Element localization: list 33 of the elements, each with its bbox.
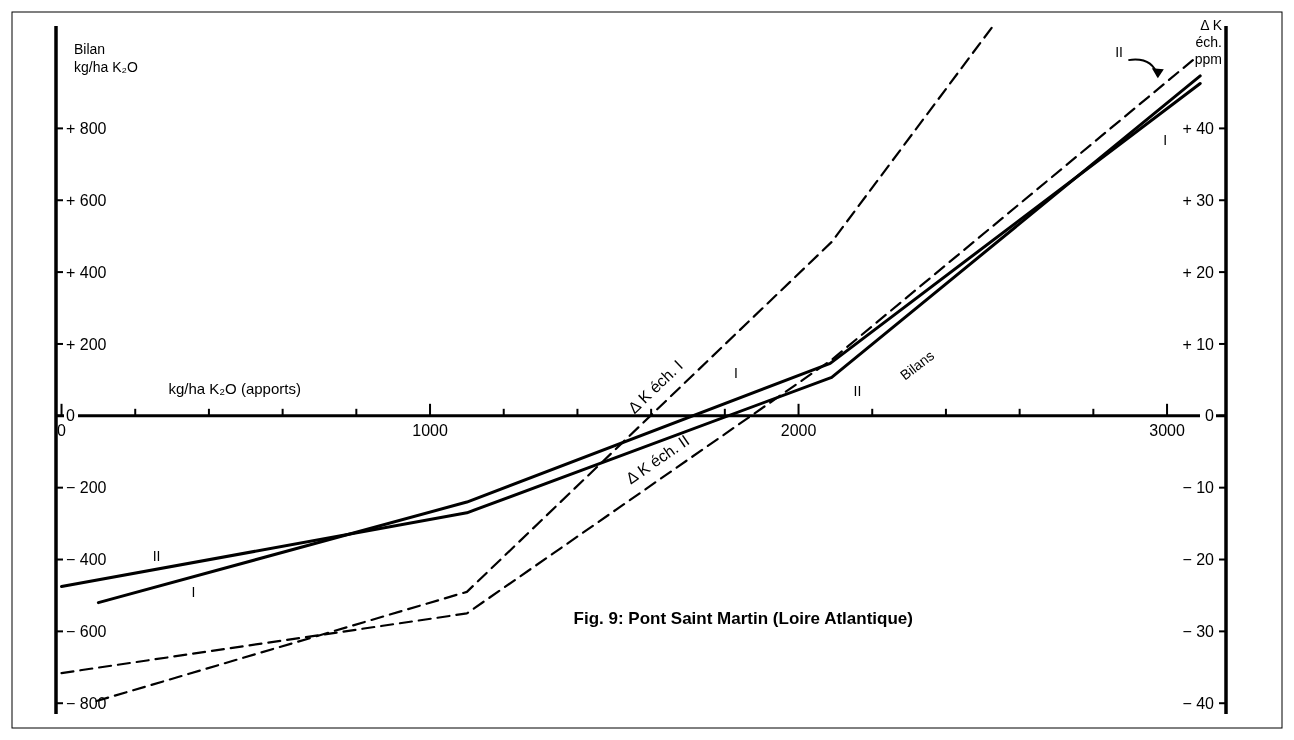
y-tick-label: + 600 bbox=[66, 191, 107, 209]
series-label: I bbox=[191, 583, 196, 600]
y-tick-label: − 600 bbox=[66, 622, 107, 640]
y-tick-label: + 200 bbox=[66, 335, 107, 353]
annotation: I bbox=[1163, 131, 1168, 148]
y2-tick-label: − 40 bbox=[1182, 694, 1215, 712]
y2-tick-label: − 10 bbox=[1182, 479, 1215, 497]
x-tick-label: 1000 bbox=[412, 421, 448, 439]
y-tick-label: + 800 bbox=[66, 119, 107, 137]
text: Fig. 9: Pont Saint Martin (Loire Atlantique) bbox=[573, 609, 913, 629]
y-tick-label: − 200 bbox=[66, 479, 107, 497]
y-tick-label: − 400 bbox=[66, 551, 107, 569]
y2-tick-label: 0 bbox=[1205, 407, 1215, 425]
y2-tick-label: + 10 bbox=[1182, 335, 1215, 353]
annotation: I bbox=[733, 365, 738, 382]
text: Δ K éch. I bbox=[624, 356, 687, 417]
y2-tick-label: − 20 bbox=[1182, 551, 1215, 569]
y-tick-label: + 400 bbox=[66, 263, 107, 281]
y2-axis-title: Δ K éch. ppm bbox=[1194, 17, 1223, 67]
y-tick-label: − 800 bbox=[66, 694, 107, 712]
x-tick-label: 3000 bbox=[1149, 421, 1185, 439]
y2-tick-label: + 40 bbox=[1182, 119, 1215, 137]
annotation: II bbox=[1115, 43, 1124, 60]
x-axis-title: kg/ha K₂O (apports) bbox=[168, 379, 301, 397]
y2-tick-label: + 20 bbox=[1182, 263, 1215, 281]
y2-tick-label: − 30 bbox=[1182, 622, 1215, 640]
text: Δ K éch. II bbox=[622, 431, 693, 488]
y-axis-title: Bilan kg/ha K₂O bbox=[74, 41, 138, 75]
y2-tick-label: + 30 bbox=[1182, 191, 1215, 209]
x-tick-label: 2000 bbox=[780, 421, 817, 439]
annotation: II bbox=[853, 383, 862, 400]
y-tick-label: 0 bbox=[66, 407, 75, 425]
series-label: II bbox=[152, 548, 161, 565]
